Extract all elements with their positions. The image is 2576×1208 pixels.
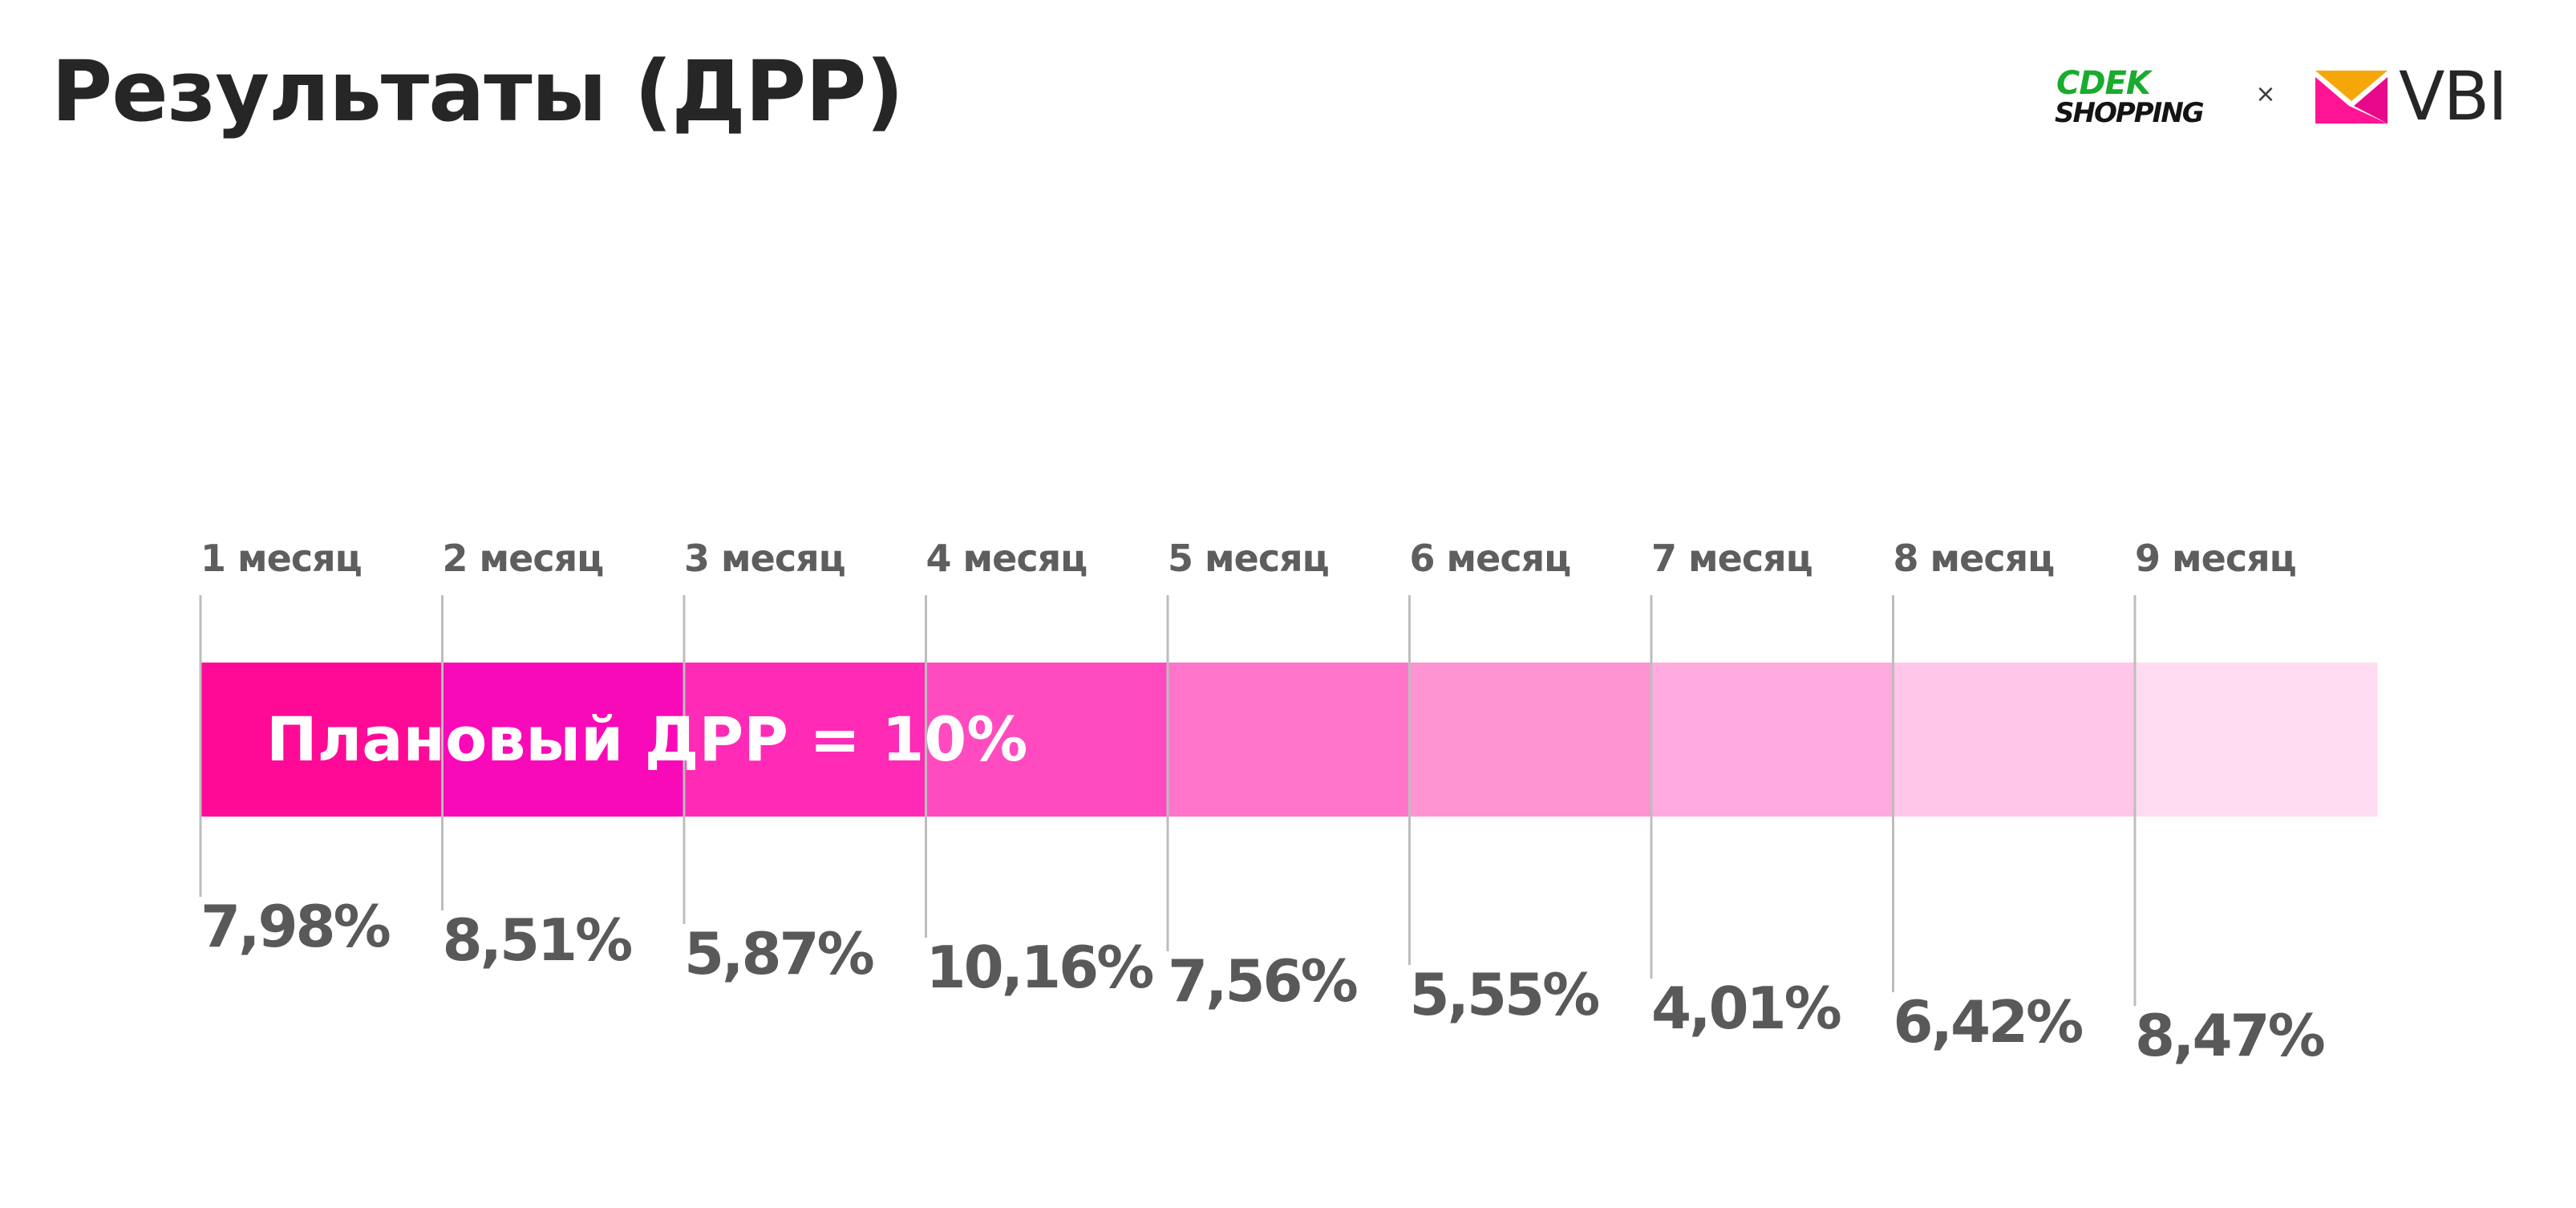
month-label-3: 3 месяц (684, 537, 845, 580)
value-label-8: 6,42% (1894, 988, 2083, 1056)
value-label-1: 7,98% (200, 893, 390, 960)
value-label-9: 8,47% (2135, 1002, 2324, 1069)
band-segment-5 (1168, 663, 1411, 817)
month-label-5: 5 месяц (1168, 537, 1329, 580)
band-segment-8 (1893, 663, 2136, 817)
vbi-mark-top (2315, 71, 2388, 101)
vbi-logo: VBI (2315, 63, 2540, 132)
band-segment-6 (1409, 663, 1652, 817)
page-title: Результаты (ДРР) (51, 43, 904, 140)
cdek-logo-text: CDEK (2056, 65, 2151, 102)
month-label-1: 1 месяц (200, 537, 362, 580)
vbi-logo-text: VBI (2399, 57, 2508, 136)
vbi-envelope-icon (2315, 71, 2388, 124)
band-segment-1 (200, 663, 444, 817)
value-label-5: 7,56% (1168, 947, 1357, 1015)
band-segment-3 (684, 663, 927, 817)
value-label-4: 10,16% (926, 934, 1153, 1001)
band-segment-4 (925, 663, 1169, 817)
value-label-7: 4,01% (1651, 975, 1841, 1042)
vbi-mark-left (2315, 77, 2388, 124)
times-icon: × (2255, 80, 2276, 108)
month-label-2: 2 месяц (443, 537, 604, 580)
month-label-6: 6 месяц (1410, 537, 1571, 580)
month-label-8: 8 месяц (1894, 537, 2055, 580)
band-segment-9 (2135, 663, 2378, 817)
shopping-logo-text: SHOPPING (2055, 97, 2205, 129)
month-label-9: 9 месяц (2135, 537, 2296, 580)
band-segment-7 (1651, 663, 1894, 817)
vbi-mark-right (2354, 77, 2388, 124)
month-label-4: 4 месяц (926, 537, 1088, 580)
value-label-6: 5,55% (1410, 961, 1599, 1028)
month-label-7: 7 месяц (1651, 537, 1813, 580)
value-label-2: 8,51% (443, 906, 632, 974)
band-segment-2 (442, 663, 685, 817)
value-label-3: 5,87% (684, 920, 873, 987)
partner-logos: CDEK SHOPPING × VBI (2053, 63, 2534, 143)
target-band-label: Плановый ДРР = 10% (266, 703, 1027, 775)
cdek-shopping-logo: CDEK SHOPPING (2053, 63, 2213, 143)
